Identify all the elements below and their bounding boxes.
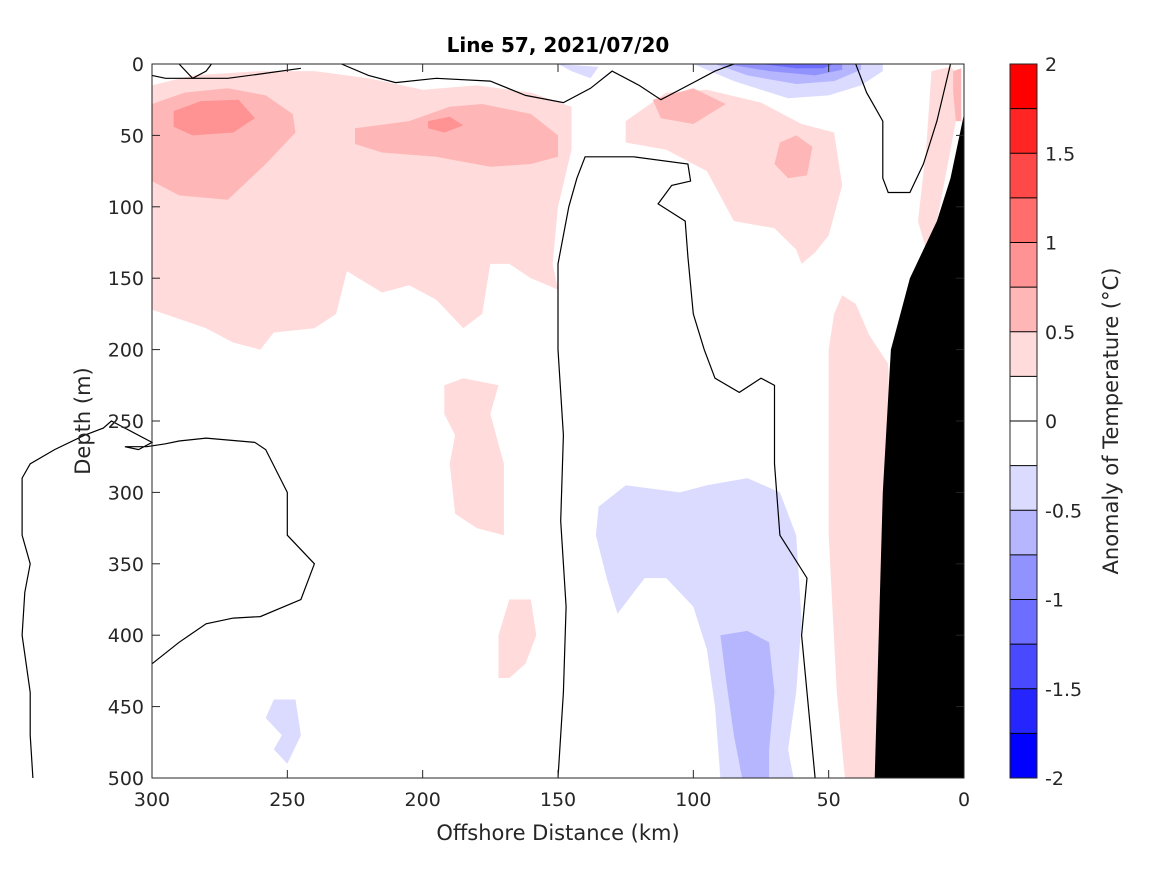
colorbar-tick-label: 0.5 bbox=[1045, 322, 1075, 344]
colorbar-level-5 bbox=[1010, 242, 1037, 288]
x-axis-label: Offshore Distance (km) bbox=[436, 821, 679, 845]
cool-anomaly-deep-core bbox=[720, 630, 775, 778]
warm-anomaly-mid-depth bbox=[444, 378, 504, 536]
warm-anomaly-deep bbox=[498, 599, 537, 678]
y-tick-label: 250 bbox=[108, 411, 144, 433]
y-tick-label: 500 bbox=[108, 768, 144, 790]
anomaly-regions bbox=[152, 64, 962, 778]
colorbar-level-11 bbox=[1010, 510, 1037, 555]
colorbar-level-13 bbox=[1010, 599, 1037, 645]
colorbar-tick-label: -1 bbox=[1045, 590, 1064, 612]
y-tick-label: 350 bbox=[108, 554, 144, 576]
colorbar-level-16 bbox=[1010, 733, 1037, 778]
x-axis-ticks: 300 250 200 150 100 50 0 bbox=[134, 64, 970, 811]
colorbar-tick-label: 2 bbox=[1045, 54, 1057, 76]
colorbar-tick-label: -0.5 bbox=[1045, 500, 1082, 522]
colorbar-level-7 bbox=[1010, 331, 1037, 377]
warm-anomaly-peak-offshore bbox=[173, 99, 255, 136]
cool-anomaly-surface-small bbox=[558, 64, 599, 79]
colorbar-level-12 bbox=[1010, 554, 1037, 600]
zero-contour-4 bbox=[557, 156, 816, 779]
zero-contour-lines bbox=[21, 63, 952, 779]
colorbar-level-9 bbox=[1010, 421, 1037, 466]
colorbar-level-15 bbox=[1010, 688, 1037, 734]
colorbar-tick-label: 1.5 bbox=[1045, 143, 1075, 165]
chart-title: Line 57, 2021/07/20 bbox=[447, 33, 670, 57]
x-tick-label: 150 bbox=[540, 789, 576, 811]
seafloor-mask bbox=[874, 114, 964, 778]
y-tick-label: 100 bbox=[108, 197, 144, 219]
warm-anomaly-mid-offshore bbox=[355, 104, 558, 167]
colorbar-frame bbox=[1009, 63, 1038, 779]
y-tick-label: 0 bbox=[132, 54, 144, 76]
warm-anomaly-nearshore-core bbox=[652, 88, 726, 124]
colorbar-level-14 bbox=[1010, 644, 1037, 689]
zero-contour-2 bbox=[178, 63, 301, 79]
y-tick-label: 300 bbox=[108, 482, 144, 504]
colorbar-tick-label: -2 bbox=[1045, 768, 1064, 790]
warm-anomaly-peak-mid bbox=[428, 116, 464, 133]
y-tick-label: 150 bbox=[108, 268, 144, 290]
warm-upper-band-nearshore bbox=[625, 89, 843, 264]
colorbar bbox=[1009, 63, 1038, 779]
warm-anomaly-shelf-small bbox=[774, 135, 813, 179]
y-tick-label: 200 bbox=[108, 340, 144, 362]
zero-contour-6 bbox=[855, 63, 952, 194]
x-tick-label: 200 bbox=[405, 789, 441, 811]
colorbar-tick-label: 0 bbox=[1045, 411, 1057, 433]
seafloor bbox=[874, 114, 964, 778]
x-tick-label: 0 bbox=[958, 789, 970, 811]
colorbar-tick-label: 1 bbox=[1045, 233, 1057, 255]
colorbar-level-4 bbox=[1010, 197, 1037, 243]
x-tick-label: 250 bbox=[269, 789, 305, 811]
colorbar-level-8 bbox=[1010, 376, 1037, 421]
y-tick-label: 450 bbox=[108, 697, 144, 719]
warm-anomaly-coastal-core bbox=[953, 68, 962, 122]
warm-anomaly-surface-small bbox=[336, 203, 369, 224]
colorbar-ticks: 2 1.5 1 0.5 0 -0.5 -1 -1.5 -2 bbox=[1045, 54, 1082, 790]
colorbar-tick-label: -1.5 bbox=[1045, 679, 1082, 701]
warm-band-shelf-slope bbox=[828, 295, 894, 778]
y-axis-ticks: 0 50 100 150 200 250 300 350 400 450 500 bbox=[108, 54, 964, 790]
y-axis-label: Depth (m) bbox=[71, 367, 95, 474]
y-tick-label: 50 bbox=[120, 125, 144, 147]
colorbar-label: Anomaly of Temperature (°C) bbox=[1099, 268, 1123, 575]
warm-band-coastal-surface bbox=[918, 66, 959, 250]
zero-contour-5 bbox=[21, 420, 316, 779]
cool-anomaly-deep-offshore bbox=[265, 699, 301, 764]
colorbar-level-10 bbox=[1010, 465, 1037, 511]
cool-anomaly-surface-core bbox=[761, 64, 835, 69]
x-tick-label: 100 bbox=[675, 789, 711, 811]
colorbar-level-3 bbox=[1010, 153, 1037, 198]
colorbar-level-6 bbox=[1010, 287, 1037, 332]
y-tick-label: 400 bbox=[108, 625, 144, 647]
x-tick-label: 300 bbox=[134, 789, 170, 811]
colorbar-level-2 bbox=[1010, 108, 1037, 154]
zero-contour-3 bbox=[341, 63, 735, 104]
x-tick-label: 50 bbox=[817, 789, 841, 811]
colorbar-level-1 bbox=[1010, 64, 1037, 109]
